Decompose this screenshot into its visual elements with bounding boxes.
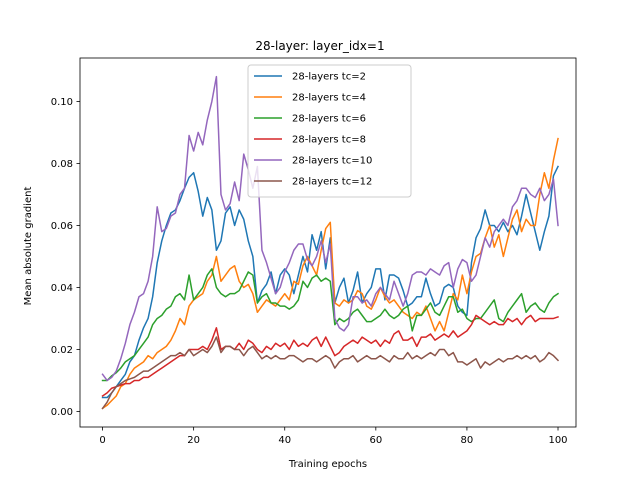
series-line-5 xyxy=(101,75,559,382)
series-line-6 xyxy=(101,336,560,410)
y-axis-label: Mean absolute gradient xyxy=(23,187,34,306)
x-tick-label: 60 xyxy=(369,435,382,446)
legend-box xyxy=(247,64,412,198)
series-line-3 xyxy=(101,268,560,382)
legend-label: 28-layers tc=2 xyxy=(292,72,366,83)
x-axis-ticks: 0 20 40 60 80 100 xyxy=(99,427,568,446)
chart-title: 28-layer: layer_idx=1 xyxy=(255,39,384,53)
legend-label: 28-layers tc=4 xyxy=(292,93,366,104)
x-tick-label: 40 xyxy=(278,435,291,446)
series-layer xyxy=(101,75,560,410)
y-tick-label: 0.10 xyxy=(51,97,73,108)
y-tick-label: 0.00 xyxy=(51,407,73,418)
x-tick-label: 100 xyxy=(548,435,567,446)
x-tick-label: 20 xyxy=(187,435,200,446)
axes-border xyxy=(79,57,577,428)
y-tick-label: 0.02 xyxy=(51,345,73,356)
legend-label: 28-layers tc=12 xyxy=(292,177,372,188)
y-tick-label: 0.04 xyxy=(51,283,73,294)
legend: 28-layers tc=2 28-layers tc=4 28-layers tc… xyxy=(247,64,412,198)
x-axis-label: Training epochs xyxy=(288,459,367,470)
x-tick-label: 0 xyxy=(99,435,105,446)
legend-label: 28-layers tc=8 xyxy=(292,135,366,146)
series-line-4 xyxy=(101,314,559,398)
y-tick-label: 0.06 xyxy=(51,221,73,232)
legend-label: 28-layers tc=10 xyxy=(292,156,372,167)
axes-frame xyxy=(79,57,577,428)
legend-label: 28-layers tc=6 xyxy=(292,114,366,125)
y-tick-label: 0.08 xyxy=(51,159,73,170)
x-tick-label: 80 xyxy=(461,435,474,446)
y-axis-ticks: 0.00 0.02 0.04 0.06 0.08 0.10 xyxy=(51,97,80,418)
